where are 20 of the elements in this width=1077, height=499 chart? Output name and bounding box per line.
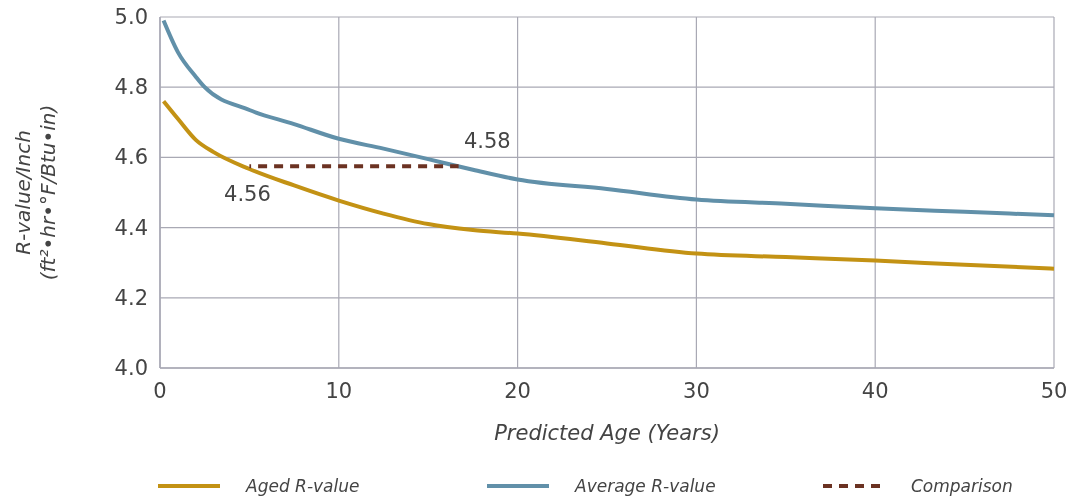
x-tick-label: 50: [1040, 379, 1068, 403]
y-axis-title: R-value/Inch (ft²•hr•°F/Btu•in): [11, 104, 60, 281]
x-tick-label: 40: [861, 379, 889, 403]
y-tick-label: 4.2: [114, 285, 148, 310]
x-axis-title: Predicted Age (Years): [494, 421, 720, 445]
legend-label: Aged R-value: [245, 476, 360, 496]
x-tick-label: 30: [683, 379, 710, 403]
line-series: [161, 99, 1056, 271]
y-tick-label: 4.8: [114, 75, 148, 100]
y-tick-label: 4.4: [114, 215, 148, 240]
y-tick-label: 4.0: [114, 356, 148, 380]
x-tick-label: 10: [325, 379, 353, 403]
legend-label: Average R-value: [574, 476, 716, 496]
y-tick-label: 4.6: [114, 145, 148, 170]
annotation: 4.56: [224, 182, 271, 207]
x-tick-label: 20: [504, 379, 531, 403]
y-tick-label: 5.0: [114, 5, 148, 29]
annotation: 4.58: [463, 129, 511, 154]
x-tick-label: 0: [153, 379, 167, 403]
legend-label: Comparison: [911, 476, 1013, 496]
